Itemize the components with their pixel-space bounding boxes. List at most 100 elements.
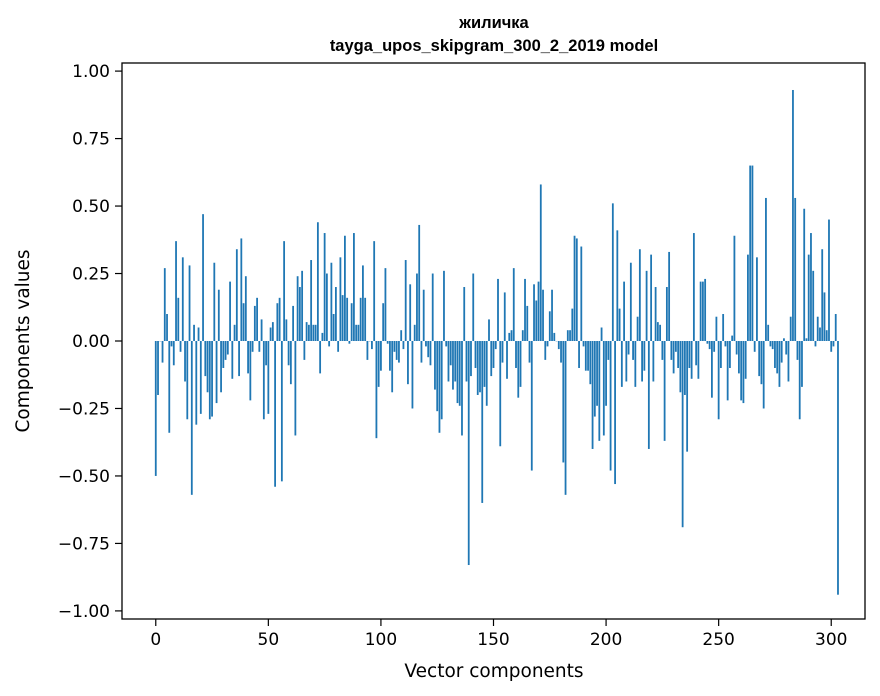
bar-component-254: [726, 341, 729, 401]
bar-component-62: [294, 341, 297, 436]
bar-component-190: [582, 341, 585, 347]
bar-component-202: [609, 341, 612, 471]
bar-component-11: [179, 341, 182, 352]
bar-component-118: [420, 341, 423, 363]
bar-component-299: [828, 219, 830, 341]
bar-component-186: [573, 235, 576, 341]
bar-component-79: [332, 314, 335, 341]
bar-component-250: [717, 341, 720, 420]
bar-component-143: [476, 341, 479, 395]
bar-component-207: [620, 341, 623, 387]
bar-component-246: [708, 341, 711, 350]
y-axis-label: Components values: [13, 249, 34, 432]
bar-component-130: [447, 341, 450, 382]
bar-component-133: [454, 341, 457, 382]
bar-component-267: [756, 257, 758, 341]
bar-component-174: [546, 341, 549, 347]
bar-component-15: [188, 265, 191, 341]
bar-component-47: [260, 319, 263, 341]
bar-component-86: [348, 341, 351, 344]
bar-component-163: [521, 330, 524, 341]
bar-component-273: [769, 341, 772, 347]
bar-component-201: [607, 341, 610, 360]
bar-component-160: [515, 341, 517, 368]
y-tick-label: 0.00: [72, 332, 110, 352]
bar-component-67: [305, 322, 308, 341]
y-tick-label: −0.75: [58, 534, 110, 554]
bar-component-29: [220, 341, 222, 393]
bar-component-292: [812, 270, 815, 341]
bar-component-165: [526, 305, 529, 341]
bar-component-121: [427, 341, 430, 358]
bar-component-21: [202, 214, 204, 341]
bar-component-220: [650, 254, 653, 341]
bar-component-260: [740, 341, 743, 401]
bar-component-58: [285, 319, 288, 341]
bar-component-208: [623, 281, 625, 341]
plot-frame: [121, 62, 866, 620]
bar-component-115: [413, 324, 416, 341]
bar-component-224: [659, 324, 662, 341]
bar-component-152: [497, 278, 499, 341]
bar-component-242: [699, 281, 702, 341]
bar-component-159: [512, 268, 515, 341]
bar-component-255: [729, 341, 731, 368]
bar-component-272: [767, 324, 770, 341]
bar-component-193: [589, 341, 592, 385]
bar-component-258: [735, 341, 738, 355]
bar-component-195: [593, 341, 596, 417]
bar-component-162: [519, 341, 522, 387]
bar-component-102: [384, 268, 387, 341]
bar-component-198: [600, 327, 603, 341]
x-tick-label: 200: [590, 630, 622, 650]
bar-component-222: [654, 287, 657, 341]
bar-component-181: [562, 341, 565, 463]
bar-component-264: [749, 165, 752, 341]
bar-component-303: [837, 341, 839, 595]
bar-component-237: [688, 341, 691, 368]
bar-component-32: [226, 341, 229, 355]
bar-component-65: [301, 270, 304, 341]
bar-component-20: [199, 341, 202, 414]
bar-component-144: [479, 341, 481, 393]
bar-component-76: [325, 273, 328, 341]
bar-component-54: [276, 303, 279, 341]
bar-component-200: [605, 341, 607, 406]
bar-component-105: [391, 341, 394, 393]
y-tick-label: 0.50: [72, 197, 110, 217]
bar-component-17: [193, 324, 195, 341]
bar-component-293: [814, 341, 817, 347]
bar-component-226: [663, 341, 666, 441]
bar-component-120: [425, 341, 427, 347]
bar-component-112: [407, 341, 409, 385]
bar-component-44: [253, 305, 256, 341]
bar-component-196: [596, 341, 598, 406]
bar-component-70: [312, 324, 315, 341]
bar-component-40: [244, 276, 247, 341]
bar-component-281: [787, 341, 790, 382]
bar-component-203: [611, 203, 614, 341]
bar-component-4: [163, 268, 166, 341]
bar-component-248: [713, 341, 716, 352]
bar-component-55: [278, 297, 281, 341]
bar-component-179: [557, 341, 560, 350]
x-axis-label: Vector components: [404, 661, 583, 682]
bar-component-213: [634, 341, 637, 387]
bar-component-128: [443, 270, 445, 341]
bar-component-74: [321, 332, 324, 341]
bar-component-188: [578, 341, 580, 368]
bar-component-134: [456, 341, 459, 404]
bar-component-114: [411, 341, 414, 409]
bar-component-164: [524, 278, 526, 341]
bar-component-266: [753, 341, 756, 352]
bar-component-92: [362, 265, 364, 341]
bar-component-139: [467, 341, 470, 566]
bar-component-173: [544, 341, 547, 360]
bar-component-296: [821, 249, 824, 341]
bar-component-294: [816, 316, 819, 341]
x-tick-label: 250: [702, 630, 734, 650]
bar-component-110: [402, 341, 405, 350]
bar-component-243: [701, 281, 704, 341]
bar-component-25: [211, 341, 213, 417]
bar-component-149: [490, 341, 493, 377]
